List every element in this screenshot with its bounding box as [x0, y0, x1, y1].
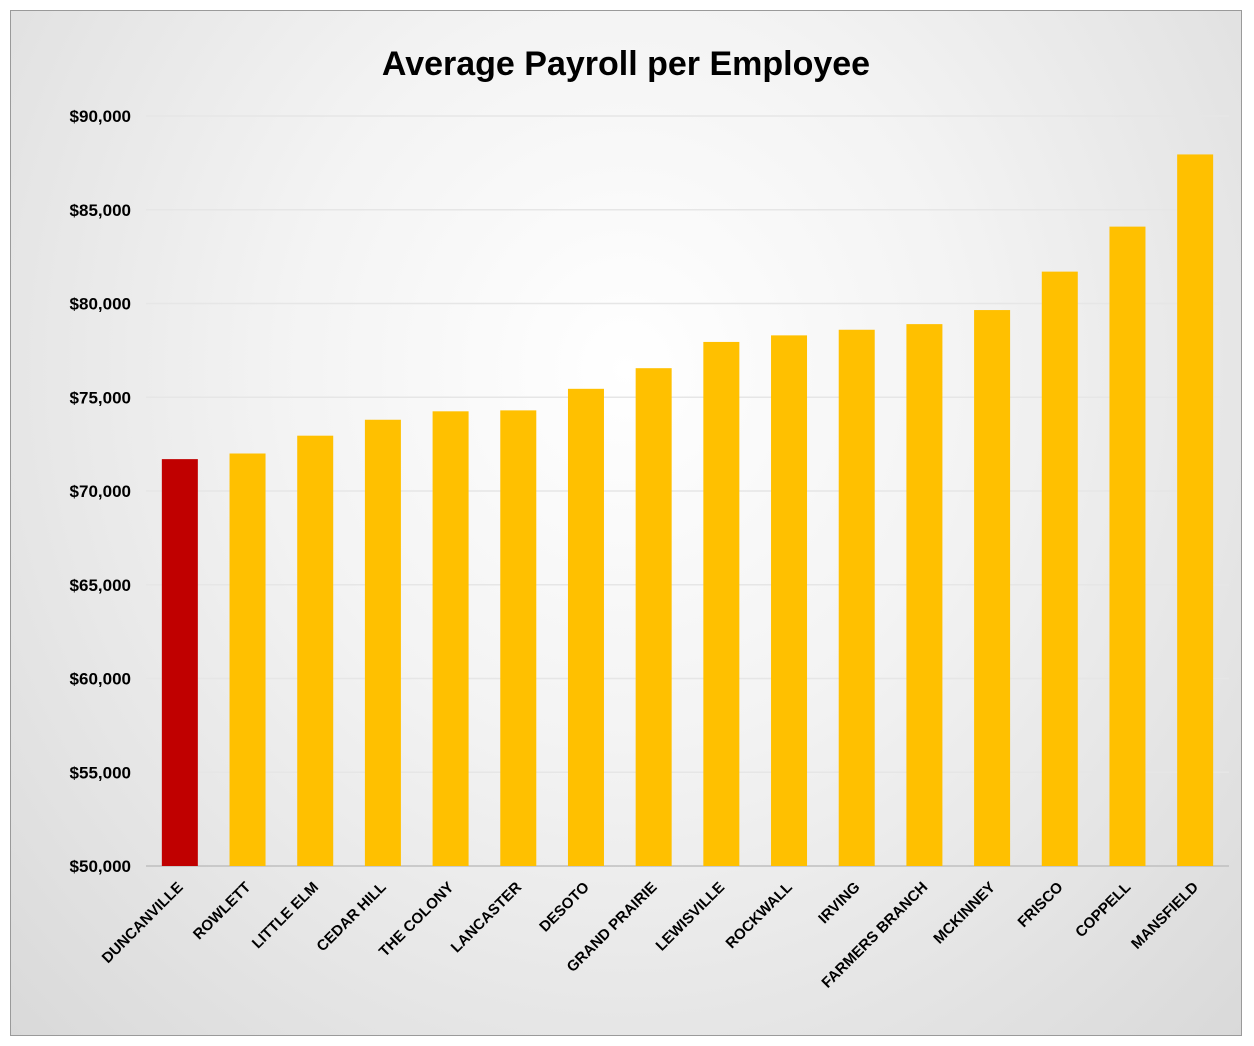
bar-mckinney	[974, 310, 1011, 866]
x-tick-label: LANCASTER	[448, 879, 526, 957]
bar-rockwall	[771, 335, 808, 866]
chart-frame: Average Payroll per Employee $50,000 $55,…	[10, 10, 1242, 1036]
bar-lewisville	[703, 341, 740, 866]
y-tick-label: $65,000	[70, 576, 131, 595]
bar-lancaster	[500, 410, 537, 866]
x-tick-label: LITTLE ELM	[249, 879, 322, 952]
x-tick-label: ROCKWALL	[723, 879, 796, 952]
x-tick-label: COPPELL	[1072, 879, 1134, 941]
y-tick-label: $70,000	[70, 482, 131, 501]
y-tick-label: $75,000	[70, 388, 131, 407]
chart-title: Average Payroll per Employee	[381, 45, 871, 83]
bar-rowlett	[229, 453, 266, 866]
y-axis-ticks: $50,000 $55,000 $60,000 $65,000 $70,000 $75,0…	[70, 107, 131, 876]
y-tick-label: $50,000	[70, 857, 131, 876]
x-tick-label: DUNCANVILLE	[99, 879, 187, 967]
bar-little-elm	[297, 435, 334, 866]
bar-cedar-hill	[364, 419, 401, 866]
x-tick-label: MANSFIELD	[1128, 879, 1202, 953]
bar-farmers-branch	[906, 324, 943, 866]
bar-mansfield	[1177, 154, 1214, 866]
bar-frisco	[1041, 271, 1078, 866]
y-tick-label: $60,000	[70, 670, 131, 689]
y-tick-label: $85,000	[70, 201, 131, 220]
x-tick-label: MCKINNEY	[930, 879, 999, 948]
chart-plot: $50,000 $55,000 $60,000 $65,000 $70,000 $75,0…	[70, 107, 1229, 992]
bar-duncanville	[161, 459, 198, 866]
bar-the-colony	[432, 411, 469, 866]
bars	[161, 154, 1214, 866]
x-tick-label: IRVING	[815, 879, 863, 927]
bar-desoto	[567, 388, 604, 866]
x-tick-label: DESOTO	[536, 879, 593, 936]
y-tick-label: $55,000	[70, 763, 131, 782]
x-tick-label: FRISCO	[1015, 879, 1067, 931]
bar-grand-prairie	[635, 368, 672, 866]
x-tick-label: LEWISVILLE	[653, 879, 729, 955]
x-tick-label: CEDAR HILL	[313, 879, 389, 955]
y-tick-label: $80,000	[70, 295, 131, 314]
bar-irving	[838, 329, 875, 866]
y-tick-label: $90,000	[70, 107, 131, 126]
x-tick-label: ROWLETT	[190, 879, 254, 943]
bar-coppell	[1109, 226, 1146, 866]
